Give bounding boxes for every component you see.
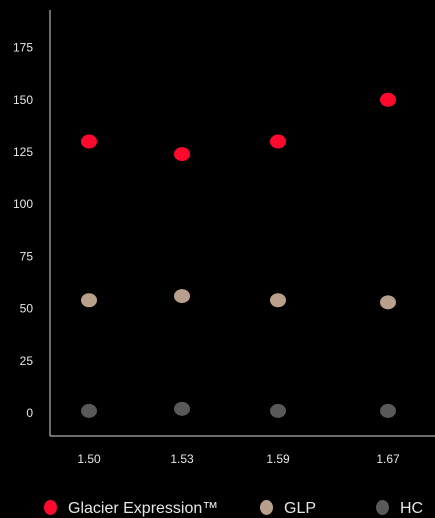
y-tick-label: 125	[13, 145, 33, 159]
legend-swatch-glp	[260, 500, 273, 515]
y-tick-label: 0	[26, 406, 33, 420]
legend-swatch-glacier-expression	[44, 500, 57, 515]
x-tick-label: 1.53	[170, 452, 194, 466]
y-tick-label: 25	[20, 354, 34, 368]
y-tick-label: 50	[20, 302, 34, 316]
data-point-glacier-expression	[270, 134, 286, 149]
data-point-glacier-expression	[174, 147, 190, 162]
data-point-hc	[174, 401, 190, 416]
legend-label-glacier-expression: Glacier Expression™	[68, 500, 219, 517]
data-point-glp	[270, 293, 286, 308]
x-tick-label: 1.67	[376, 452, 400, 466]
data-point-hc	[380, 403, 396, 418]
data-point-glp	[174, 289, 190, 304]
x-tick-label: 1.59	[266, 452, 290, 466]
y-tick-label: 175	[13, 41, 33, 55]
legend-label-hc: HC	[400, 500, 424, 517]
data-point-glp	[380, 295, 396, 310]
legend-label-glp: GLP	[284, 500, 317, 517]
y-tick-label: 150	[13, 93, 33, 107]
data-point-glacier-expression	[81, 134, 97, 149]
data-point-glp	[81, 293, 97, 308]
data-point-hc	[81, 403, 97, 418]
legend: Glacier Expression™ GLP HC	[0, 496, 435, 518]
y-tick-label: 75	[20, 249, 34, 263]
legend-swatch-hc	[376, 500, 389, 515]
data-point-glacier-expression	[380, 92, 396, 107]
y-tick-label: 100	[13, 197, 33, 211]
data-point-hc	[270, 403, 286, 418]
x-tick-label: 1.50	[77, 452, 101, 466]
